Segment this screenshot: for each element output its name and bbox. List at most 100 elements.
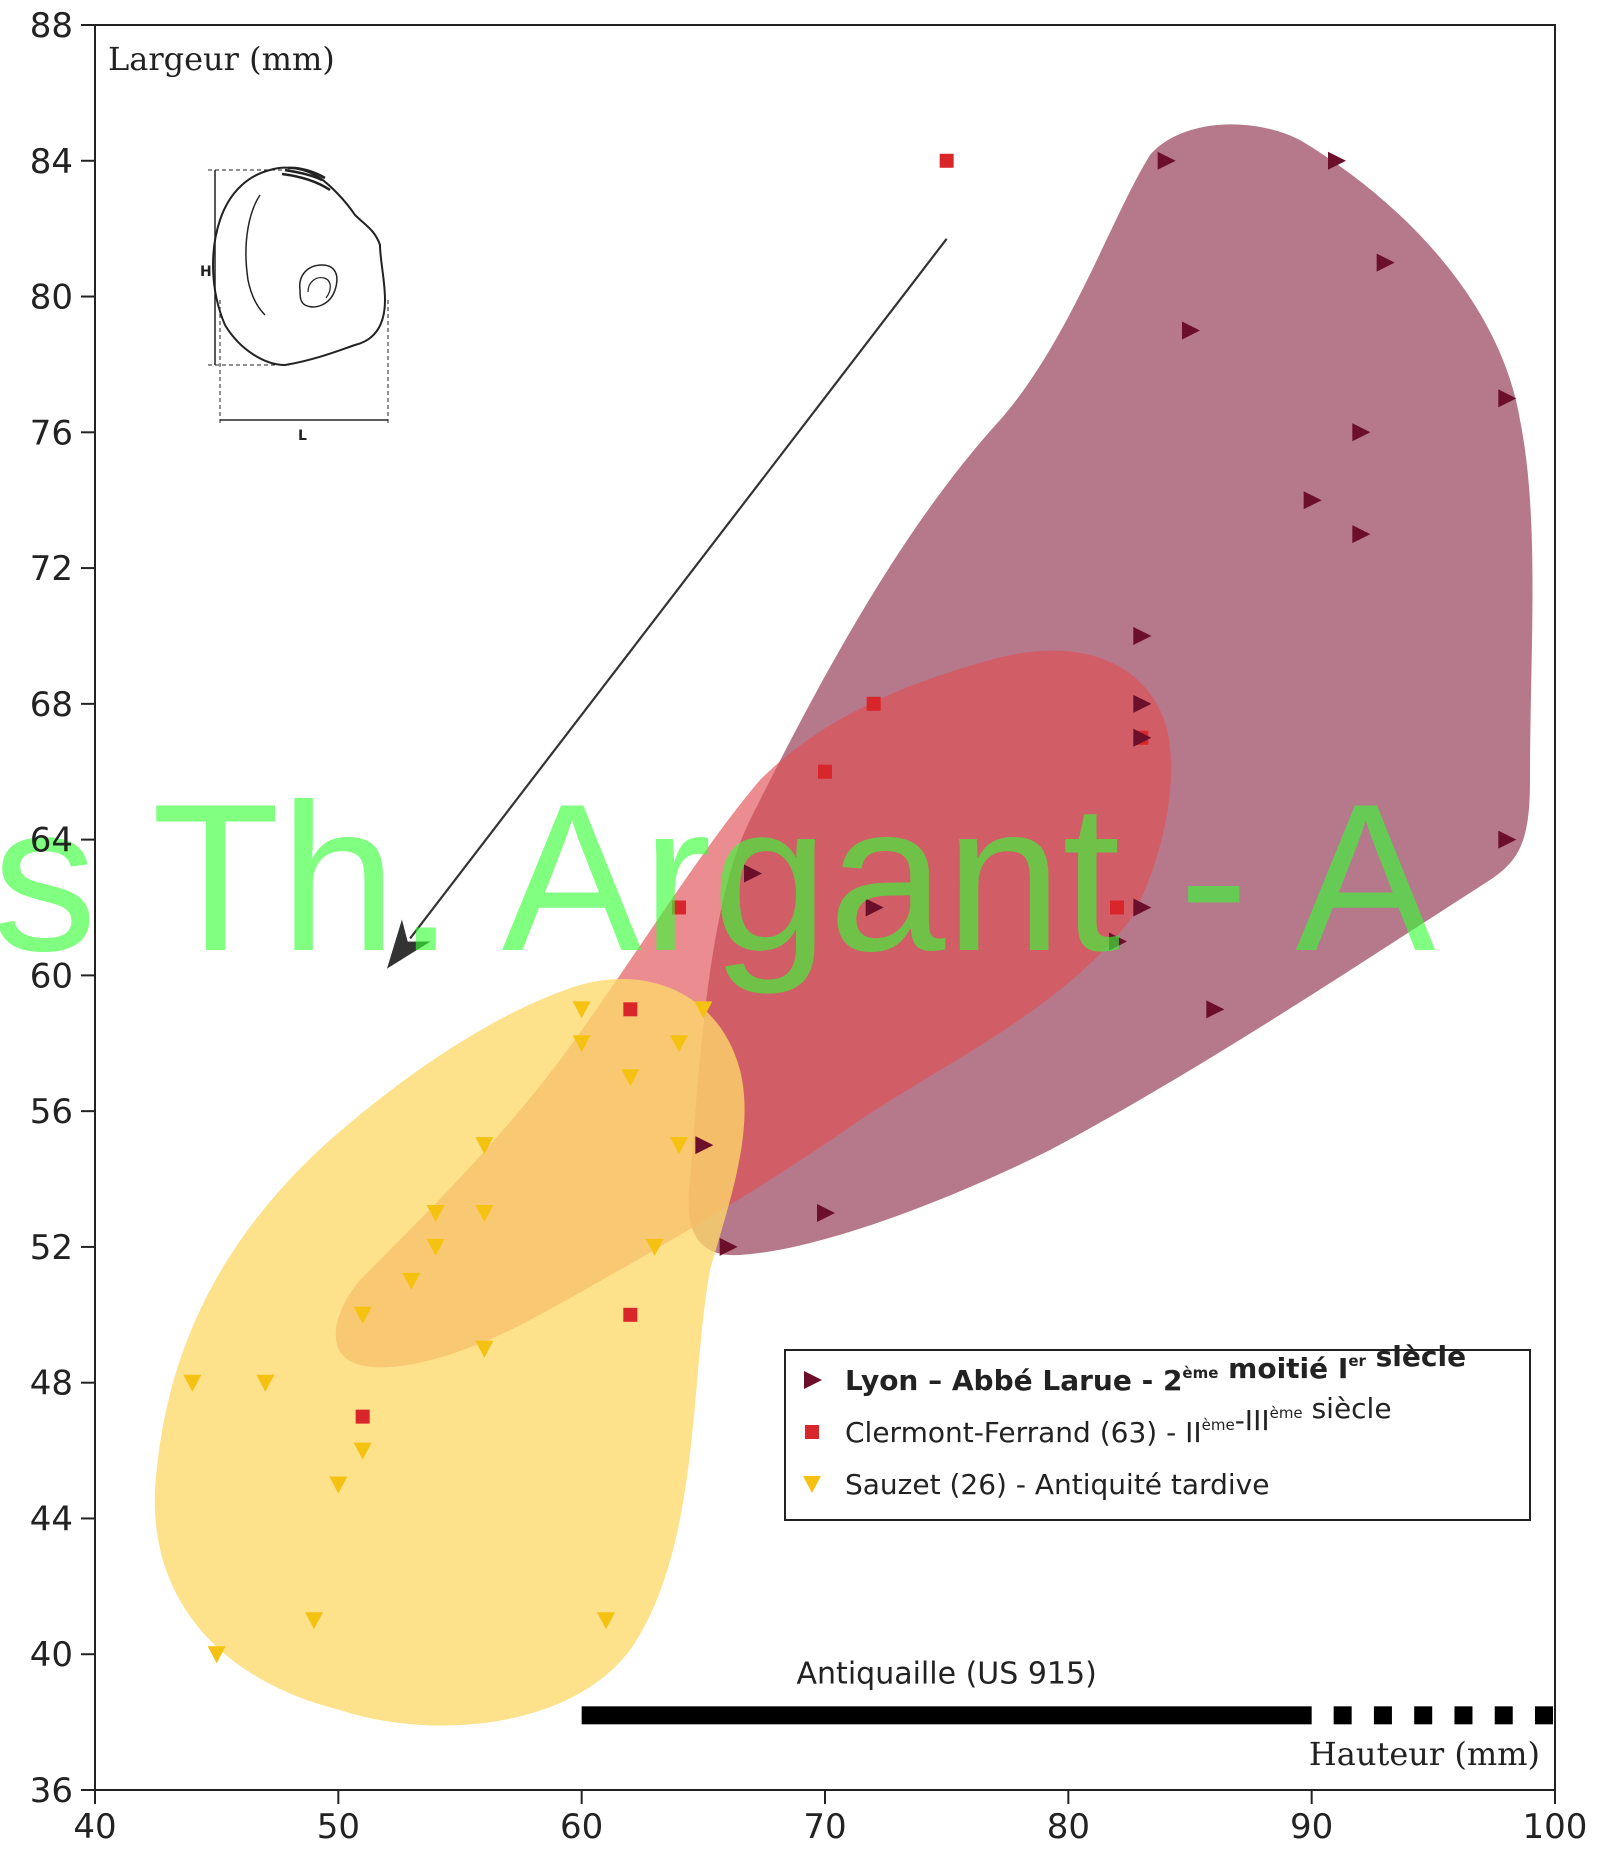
points-layer [183, 151, 1517, 1664]
x-tick-label: 90 [1290, 1807, 1333, 1847]
data-point [623, 1307, 638, 1322]
data-point [1133, 898, 1152, 917]
x-tick-label: 40 [73, 1807, 116, 1847]
range-bar-dash [1414, 1706, 1433, 1725]
data-point [1157, 151, 1176, 170]
data-point [672, 900, 686, 915]
data-point [305, 1612, 323, 1630]
hull-regions [154, 124, 1533, 1726]
legend-entries: Lyon – Abbé Larue - 2ème moitié Ier sièc… [803, 1340, 1466, 1501]
watermark: s Th. Argant - A [0, 760, 1436, 995]
legend-marker [804, 1371, 822, 1389]
legend-label: Clermont-Ferrand (63) - IIème-IIIème siè… [845, 1392, 1392, 1449]
x-axis-title: Hauteur (mm) [1309, 1735, 1540, 1773]
range-bar-dash [1535, 1706, 1553, 1725]
legend-box [784, 1349, 1531, 1521]
trend-arrow [409, 238, 948, 940]
shell-hinge [281, 166, 331, 192]
data-point [207, 1646, 226, 1664]
data-point [1133, 728, 1152, 747]
data-point [1109, 932, 1127, 951]
data-point [670, 1035, 688, 1053]
data-point [353, 1442, 372, 1460]
hull-sauzet [154, 978, 745, 1726]
y-tick-label: 64 [30, 821, 73, 861]
data-point [1182, 321, 1200, 340]
x-tick-label: 60 [560, 1807, 603, 1847]
data-point [1133, 626, 1152, 645]
y-tick-label: 80 [30, 278, 73, 318]
data-point [623, 1002, 638, 1017]
y-tick-label: 68 [30, 685, 73, 725]
range-bar-dashed [1333, 1706, 1553, 1725]
data-point [475, 1340, 494, 1358]
data-point [818, 764, 832, 779]
data-point [817, 1203, 835, 1222]
data-point [670, 1137, 688, 1155]
range-bar-label: Antiquaille (US 915) [797, 1656, 1097, 1691]
data-point [1498, 830, 1517, 849]
data-point [621, 1069, 640, 1087]
data-point [475, 1137, 494, 1155]
range-bar-dash [1333, 1706, 1352, 1725]
legend-marker [803, 1476, 821, 1493]
x-tick-label: 100 [1523, 1807, 1588, 1847]
data-point [865, 898, 884, 917]
data-point [597, 1612, 615, 1630]
y-tick-label: 36 [30, 1771, 73, 1811]
data-point [572, 1035, 591, 1053]
y-tick-label: 60 [30, 956, 73, 996]
x-tick-label: 80 [1047, 1807, 1090, 1847]
y-tick-label: 52 [30, 1228, 73, 1268]
legend-marker [805, 1425, 819, 1439]
range-bar-solid [581, 1706, 1312, 1725]
data-point [645, 1238, 664, 1256]
y-tick-label: 48 [30, 1364, 73, 1404]
data-point [1352, 423, 1371, 442]
y-tick-label: 72 [30, 549, 73, 589]
height-label: H [200, 264, 212, 280]
y-tick-label: 88 [30, 6, 73, 46]
data-point [1133, 694, 1152, 713]
data-point [866, 696, 881, 711]
x-tick-label: 50 [317, 1807, 360, 1847]
x-axis: 40 50 60 70 80 90 100 [73, 1790, 1587, 1847]
y-axis-title: Largeur (mm) [108, 40, 335, 78]
legend-label: Lyon – Abbé Larue - 2ème moitié Ier sièc… [845, 1340, 1466, 1397]
data-point [1206, 1000, 1225, 1019]
data-point [426, 1204, 445, 1222]
data-point [939, 153, 954, 168]
range-bar-dash [1494, 1706, 1513, 1725]
data-point [695, 1136, 714, 1155]
trend-arrowhead [387, 919, 431, 969]
y-tick-label: 40 [30, 1635, 73, 1675]
shell-inner-line [245, 194, 266, 316]
legend: Lyon – Abbé Larue - 2ème moitié Ier sièc… [784, 1340, 1531, 1521]
data-point [329, 1476, 348, 1494]
data-point [1303, 491, 1322, 510]
data-point [1328, 151, 1346, 170]
shell-outline [212, 166, 387, 367]
data-point [1498, 389, 1517, 408]
data-point [744, 864, 762, 883]
data-point [475, 1204, 494, 1222]
data-point [402, 1272, 421, 1290]
data-point [1376, 253, 1395, 272]
data-point [355, 1409, 370, 1424]
legend-label: Sauzet (26) - Antiquité tardive [845, 1468, 1269, 1501]
shell-muscle-scar [299, 264, 338, 308]
data-point [1352, 525, 1371, 544]
data-point [183, 1374, 202, 1392]
x-tick-label: 70 [803, 1807, 846, 1847]
data-point [353, 1306, 372, 1324]
data-point [694, 1001, 713, 1019]
y-axis: 36 40 44 48 52 56 60 64 68 72 76 80 84 88 [30, 6, 95, 1811]
y-tick-label: 84 [30, 142, 73, 182]
data-point [572, 1001, 591, 1019]
range-bar-dash [1373, 1706, 1392, 1725]
data-point [1110, 900, 1124, 915]
range-bar-dash [1454, 1706, 1473, 1725]
data-point [426, 1238, 445, 1256]
width-label: L [298, 428, 307, 444]
y-tick-label: 76 [30, 413, 73, 453]
